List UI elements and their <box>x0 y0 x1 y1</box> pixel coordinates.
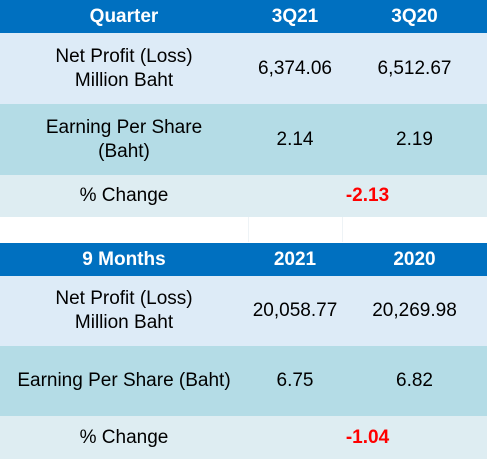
row-value: 6,374.06 <box>248 33 342 104</box>
change-row: % Change -2.13 <box>0 175 487 217</box>
table-row: Earning Per Share (Baht) 2.14 2.19 <box>0 104 487 175</box>
row-label: Earning Per Share (Baht) <box>0 346 248 416</box>
change-label: % Change <box>0 416 248 459</box>
nine-month-header-row: 9 Months 2021 2020 <box>0 243 487 276</box>
row-value: 6.82 <box>342 346 487 416</box>
change-value: -2.13 <box>248 175 487 217</box>
row-value: 2.19 <box>342 104 487 175</box>
table-row: Net Profit (Loss) Million Baht 20,058.77… <box>0 276 487 346</box>
gap-cell <box>342 217 487 242</box>
nine-month-header-2020: 2020 <box>342 243 487 276</box>
table-row: Net Profit (Loss) Million Baht 6,374.06 … <box>0 33 487 104</box>
quarter-header-row: Quarter 3Q21 3Q20 <box>0 0 487 33</box>
gap-cell <box>0 217 248 242</box>
nine-month-table: 9 Months 2021 2020 Net Profit (Loss) Mil… <box>0 243 487 459</box>
nine-month-header-2021: 2021 <box>248 243 342 276</box>
row-label: Net Profit (Loss) Million Baht <box>0 33 248 104</box>
table-gap <box>0 217 487 242</box>
change-value-text: -2.13 <box>345 185 390 206</box>
quarter-table: Quarter 3Q21 3Q20 Net Profit (Loss) Mill… <box>0 0 487 242</box>
change-label: % Change <box>0 175 248 217</box>
gap-cell <box>248 217 342 242</box>
row-value: 6.75 <box>248 346 342 416</box>
nine-month-header-label: 9 Months <box>0 243 248 276</box>
row-value: 20,269.98 <box>342 276 487 346</box>
change-row: % Change -1.04 <box>0 416 487 459</box>
quarter-header-3q20: 3Q20 <box>342 0 487 33</box>
change-value: -1.04 <box>248 416 487 459</box>
row-label: Earning Per Share (Baht) <box>0 104 248 175</box>
table-row: Earning Per Share (Baht) 6.75 6.82 <box>0 346 487 416</box>
quarter-header-3q21: 3Q21 <box>248 0 342 33</box>
quarter-header-label: Quarter <box>0 0 248 33</box>
row-value: 2.14 <box>248 104 342 175</box>
change-value-text: -1.04 <box>345 426 390 448</box>
row-value: 20,058.77 <box>248 276 342 346</box>
row-value: 6,512.67 <box>342 33 487 104</box>
row-label: Net Profit (Loss) Million Baht <box>0 276 248 346</box>
